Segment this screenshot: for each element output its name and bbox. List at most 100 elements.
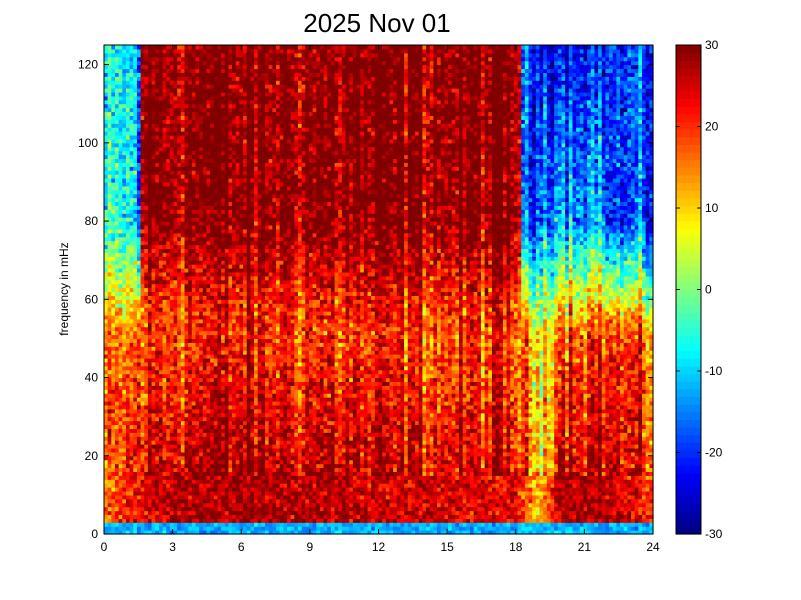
heatmap-cell [221,314,226,320]
heatmap-cell [224,389,230,394]
heatmap-cell [133,393,138,398]
heatmap-cell [180,303,186,308]
heatmap-cell [133,326,138,332]
heatmap-cell [202,224,208,230]
heatmap-cell [140,510,145,516]
heatmap-cell [243,189,248,195]
heatmap-cell [162,170,167,175]
heatmap-cell [210,56,215,62]
heatmap-cell [202,244,208,250]
heatmap-cell [246,174,251,179]
heatmap-cell [104,334,109,339]
heatmap-cell [177,350,182,355]
heatmap-cell [140,60,145,66]
heatmap-cell [180,530,186,535]
heatmap-cell [111,95,116,101]
heatmap-cell [107,264,112,269]
heatmap-cell [213,322,219,328]
heatmap-cell [217,213,222,218]
heatmap-cell [239,510,244,516]
heatmap-cell [191,314,197,320]
heatmap-cell [169,260,175,265]
heatmap-cell [111,131,116,136]
heatmap-cell [173,397,178,402]
heatmap-cell [173,436,178,441]
heatmap-cell [125,48,131,54]
heatmap-cell [114,256,120,261]
heatmap-cell [210,291,215,296]
heatmap-cell [151,252,156,257]
heatmap-cell [129,303,134,308]
heatmap-cell [133,338,138,343]
heatmap-cell [210,514,215,519]
heatmap-cell [202,201,208,206]
heatmap-cell [107,166,112,171]
heatmap-cell [239,99,244,105]
heatmap-cell [166,451,171,457]
heatmap-cell [166,510,171,516]
heatmap-cell [195,99,200,105]
heatmap-cell [235,436,241,441]
heatmap-cell [107,393,112,398]
heatmap-cell [213,400,219,406]
heatmap-cell [107,444,112,449]
heatmap-cell [118,193,123,199]
heatmap-cell [155,80,160,85]
heatmap-cell [151,228,156,234]
heatmap-cell [169,412,175,418]
heatmap-cell [169,494,175,500]
heatmap-cell [140,338,145,343]
heatmap-cell [180,350,186,355]
heatmap-cell [235,111,241,117]
heatmap-cell [191,408,197,414]
heatmap-cell [228,185,233,191]
heatmap-cell [177,138,182,144]
heatmap-cell [228,416,233,422]
heatmap-cell [177,279,182,285]
heatmap-cell [210,252,215,257]
heatmap-cell [246,377,251,383]
heatmap-cell [191,248,197,253]
heatmap-cell [151,45,156,50]
heatmap-cell [166,330,171,336]
heatmap-cell [177,365,182,371]
heatmap-cell [195,397,200,402]
heatmap-cell [104,260,109,265]
heatmap-cell [114,455,120,461]
heatmap-cell [188,56,193,62]
heatmap-cell [144,518,149,523]
heatmap-cell [136,131,142,136]
heatmap-cell [158,256,164,261]
heatmap-cell [140,420,145,426]
heatmap-cell [155,170,160,175]
heatmap-cell [202,475,208,480]
heatmap-cell [177,479,182,484]
heatmap-cell [136,334,142,339]
heatmap-cell [122,193,127,199]
heatmap-cell [158,244,164,250]
heatmap-cell [224,334,230,339]
heatmap-cell [118,471,123,476]
heatmap-cell [162,377,167,383]
heatmap-cell [151,412,156,418]
heatmap-cell [136,209,142,214]
heatmap-cell [184,471,189,476]
heatmap-cell [133,170,138,175]
heatmap-cell [118,91,123,97]
heatmap-cell [232,291,237,296]
heatmap-cell [246,127,251,132]
heatmap-cell [122,209,127,214]
heatmap-cell [129,412,134,418]
heatmap-cell [202,228,208,234]
heatmap-cell [202,502,208,508]
heatmap-cell [228,404,233,410]
heatmap-cell [111,142,116,148]
heatmap-cell [107,322,112,328]
heatmap-cell [224,275,230,281]
heatmap-cell [140,295,145,300]
heatmap-cell [151,373,156,379]
heatmap-cell [144,498,149,504]
heatmap-cell [136,475,142,480]
heatmap-cell [184,530,189,535]
heatmap-cell [180,451,186,457]
